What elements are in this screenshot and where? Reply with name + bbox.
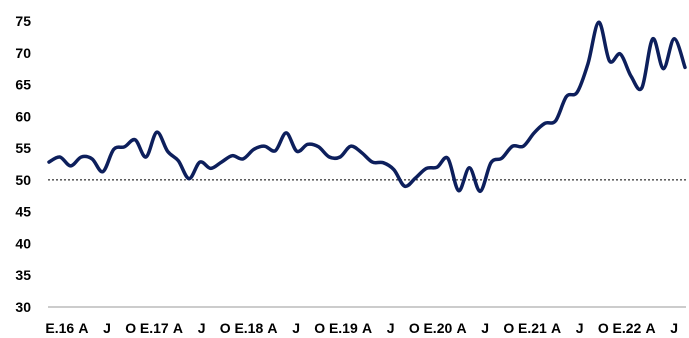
x-tick-label: E.19 <box>329 320 358 336</box>
y-tick-label: 70 <box>15 45 31 61</box>
x-tick-label: O <box>409 320 420 336</box>
x-tick-label: O <box>220 320 231 336</box>
x-tick-label: E.20 <box>423 320 452 336</box>
series-line <box>47 20 687 194</box>
y-tick-label: 30 <box>15 299 31 315</box>
x-tick-label: J <box>481 320 489 336</box>
x-tick-label: A <box>362 320 372 336</box>
x-tick-label: E.21 <box>518 320 547 336</box>
x-tick-label: J <box>387 320 395 336</box>
x-tick-label: A <box>551 320 561 336</box>
y-tick-label: 60 <box>15 108 31 124</box>
x-tick-label: A <box>78 320 88 336</box>
y-axis-ticks: 30 35 40 45 50 55 60 65 70 75 <box>15 13 31 315</box>
series-group <box>47 20 687 194</box>
y-tick-label: 65 <box>15 77 31 93</box>
x-tick-label: A <box>267 320 277 336</box>
x-tick-label: A <box>173 320 183 336</box>
x-tick-label: O <box>503 320 514 336</box>
x-tick-label: E.16 <box>45 320 74 336</box>
x-tick-label: J <box>103 320 111 336</box>
x-tick-label: J <box>198 320 206 336</box>
x-tick-label: O <box>314 320 325 336</box>
y-tick-label: 50 <box>15 172 31 188</box>
x-tick-label: J <box>670 320 678 336</box>
y-tick-label: 55 <box>15 140 31 156</box>
y-tick-label: 75 <box>15 13 31 29</box>
x-tick-label: E.18 <box>234 320 263 336</box>
x-tick-label: J <box>292 320 300 336</box>
x-tick-label: E.17 <box>140 320 169 336</box>
x-tick-label: O <box>598 320 609 336</box>
x-tick-label: A <box>645 320 655 336</box>
x-tick-label: O <box>125 320 136 336</box>
x-tick-label: E.22 <box>613 320 642 336</box>
y-tick-label: 45 <box>15 204 31 220</box>
y-tick-label: 40 <box>15 235 31 251</box>
x-tick-label: J <box>576 320 584 336</box>
x-tick-label: A <box>456 320 466 336</box>
y-tick-label: 35 <box>15 267 31 283</box>
x-axis-ticks: E.16 A J O E.17 A J O E.18 A J O E.19 A J O E.20 A J O E.21 A… <box>45 320 678 336</box>
